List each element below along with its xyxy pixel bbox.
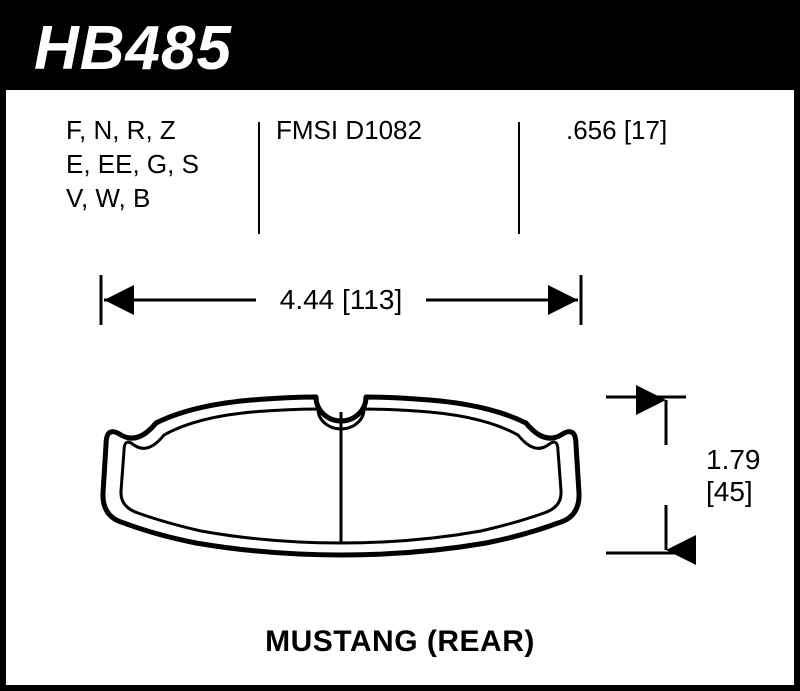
height-dimension: 1.79 [45] bbox=[606, 397, 761, 553]
diagram-area: 4.44 [113] 1.79 [45] bbox=[6, 245, 794, 685]
compounds-line: E, EE, G, S bbox=[66, 148, 256, 182]
brake-pad-outline bbox=[103, 397, 579, 555]
part-label: MUSTANG (REAR) bbox=[6, 625, 794, 659]
thickness-column: .656 [17] bbox=[566, 114, 746, 148]
column-separator bbox=[258, 122, 260, 234]
height-label-mm: [45] bbox=[706, 476, 753, 507]
thickness-value: .656 [17] bbox=[566, 114, 746, 148]
compounds-line: V, W, B bbox=[66, 182, 256, 216]
fmsi-column: FMSI D1082 bbox=[276, 114, 476, 148]
fmsi-code: FMSI D1082 bbox=[276, 114, 476, 148]
content-area: F, N, R, Z E, EE, G, S V, W, B FMSI D108… bbox=[6, 90, 794, 685]
column-separator bbox=[518, 122, 520, 234]
part-number: HB485 bbox=[34, 13, 232, 84]
compounds-line: F, N, R, Z bbox=[66, 114, 256, 148]
spec-sheet: HB485 F, N, R, Z E, EE, G, S V, W, B FMS… bbox=[0, 0, 800, 691]
height-label-in: 1.79 bbox=[706, 444, 761, 475]
width-label: 4.44 [113] bbox=[280, 284, 402, 315]
compounds-column: F, N, R, Z E, EE, G, S V, W, B bbox=[66, 114, 256, 215]
header-bar: HB485 bbox=[6, 6, 794, 90]
brake-pad-diagram: 4.44 [113] 1.79 [45] bbox=[6, 245, 794, 665]
width-dimension: 4.44 [113] bbox=[101, 275, 581, 325]
info-row: F, N, R, Z E, EE, G, S V, W, B FMSI D108… bbox=[6, 114, 794, 224]
